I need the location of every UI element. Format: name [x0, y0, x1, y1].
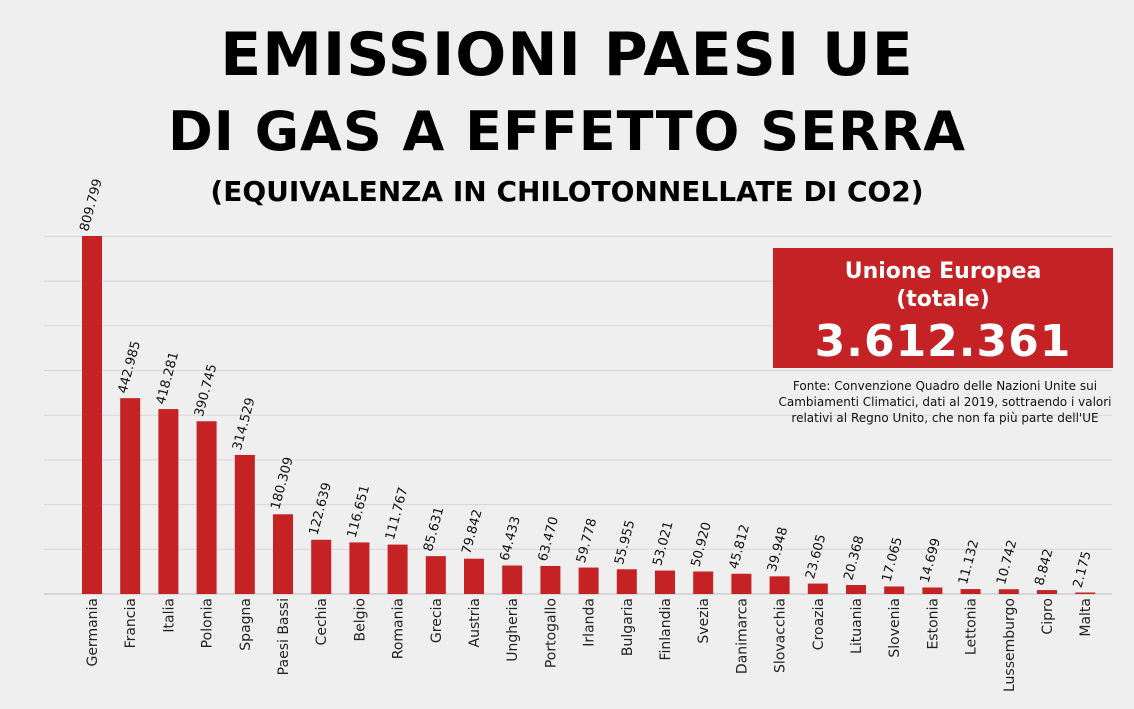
chart-title-line1: EMISSIONI PAESI UE [220, 20, 914, 90]
bar [1037, 590, 1057, 594]
x-tick-label: Italia [161, 598, 177, 633]
bar [234, 454, 255, 594]
x-tick-label: Cipro [1040, 598, 1056, 635]
x-tick-label: Cechia [314, 598, 330, 645]
bar [311, 539, 332, 594]
bar [960, 589, 981, 594]
bar-value-label: 10.742 [994, 538, 1020, 586]
total-box: Unione Europea (totale) 3.612.361 [773, 248, 1113, 368]
x-tick-label: Danimarca [734, 598, 750, 674]
x-tick-label: Malta [1078, 598, 1094, 637]
bar-value-label: 53.021 [650, 520, 676, 568]
bar [273, 514, 293, 594]
bar-value-label: 63.470 [536, 515, 562, 563]
x-tick-label: Paesi Bassi [276, 598, 292, 675]
bar-value-label: 17.065 [880, 536, 906, 584]
bar [846, 584, 866, 594]
bar-value-label: 85.631 [421, 505, 447, 553]
bar [464, 558, 484, 594]
x-tick-label: Irlanda [582, 598, 598, 647]
x-tick-label: Spagna [238, 598, 254, 651]
bar-value-label: 45.812 [727, 523, 753, 571]
bar-value-label: 14.699 [918, 537, 944, 585]
bar-value-label: 111.767 [383, 486, 411, 542]
x-tick-label: Polonia [200, 598, 216, 648]
bar-value-label: 59.778 [574, 517, 600, 565]
bar [616, 569, 637, 594]
bar [693, 571, 714, 594]
bar [884, 586, 905, 594]
chart-subtitle: (EQUIVALENZA IN CHILOTONNELLATE DI CO2) [210, 175, 924, 208]
bar [578, 567, 599, 594]
bar [540, 565, 561, 594]
x-tick-label: Slovacchia [773, 598, 789, 673]
bar-value-label: 11.132 [956, 538, 982, 586]
bar [387, 544, 408, 594]
x-tick-label: Lituania [849, 598, 865, 654]
x-tick-label: Svezia [696, 598, 712, 644]
bar [82, 236, 102, 594]
bar [502, 565, 523, 594]
bar [1075, 592, 1096, 594]
x-tick-label: Belgio [352, 598, 368, 641]
bar [998, 589, 1019, 594]
bar-value-label: 314.529 [230, 396, 258, 452]
bar [120, 398, 141, 594]
bar-value-label: 79.842 [459, 508, 485, 556]
x-tick-label: Finlandia [658, 598, 674, 661]
chart-title-line2: DI GAS A EFFETTO SERRA [167, 100, 966, 163]
bar-value-label: 122.639 [307, 481, 335, 537]
x-tick-label: Austria [467, 598, 483, 647]
x-tick-label: Lettonia [964, 598, 980, 655]
bar [196, 421, 217, 594]
bar [349, 542, 370, 594]
bar-value-label: 64.433 [498, 515, 524, 563]
bar-value-label: 8.842 [1032, 547, 1056, 587]
bar-value-label: 20.368 [841, 534, 867, 582]
x-tick-label: Lussemburgo [1002, 598, 1018, 692]
bar-value-label: 809.799 [77, 177, 105, 233]
x-tick-label: Bulgaria [620, 598, 636, 656]
x-tick-label: Germania [85, 598, 101, 667]
bar-value-label: 442.985 [116, 339, 144, 395]
bar [425, 556, 446, 594]
x-tick-label: Slovenia [887, 598, 903, 658]
bar [922, 587, 943, 594]
bar [769, 576, 790, 594]
source-note: Fonte: Convenzione Quadro delle Nazioni … [778, 379, 1112, 425]
bar [158, 409, 179, 594]
bar-value-label: 55.955 [612, 518, 638, 566]
total-label: Unione Europea (totale) [844, 259, 1042, 312]
bar [655, 570, 675, 594]
bar [807, 583, 828, 594]
x-tick-label: Portogallo [543, 598, 559, 668]
bar-value-label: 23.605 [803, 533, 829, 581]
x-tick-label: Ungheria [505, 598, 521, 662]
x-tick-label: Estonia [925, 598, 941, 650]
bar-value-label: 180.309 [268, 456, 296, 512]
total-value: 3.612.361 [814, 316, 1072, 367]
x-tick-label: Romania [391, 598, 407, 659]
bar [731, 573, 752, 594]
bar-value-label: 116.651 [345, 484, 373, 540]
bar-value-label: 418.281 [154, 350, 182, 406]
bar-value-label: 50.920 [689, 521, 715, 569]
bar-value-label: 2.175 [1071, 550, 1095, 590]
x-tick-label: Francia [123, 598, 139, 648]
x-tick-label: Croazia [811, 598, 827, 650]
x-tick-label: Grecia [429, 598, 445, 643]
